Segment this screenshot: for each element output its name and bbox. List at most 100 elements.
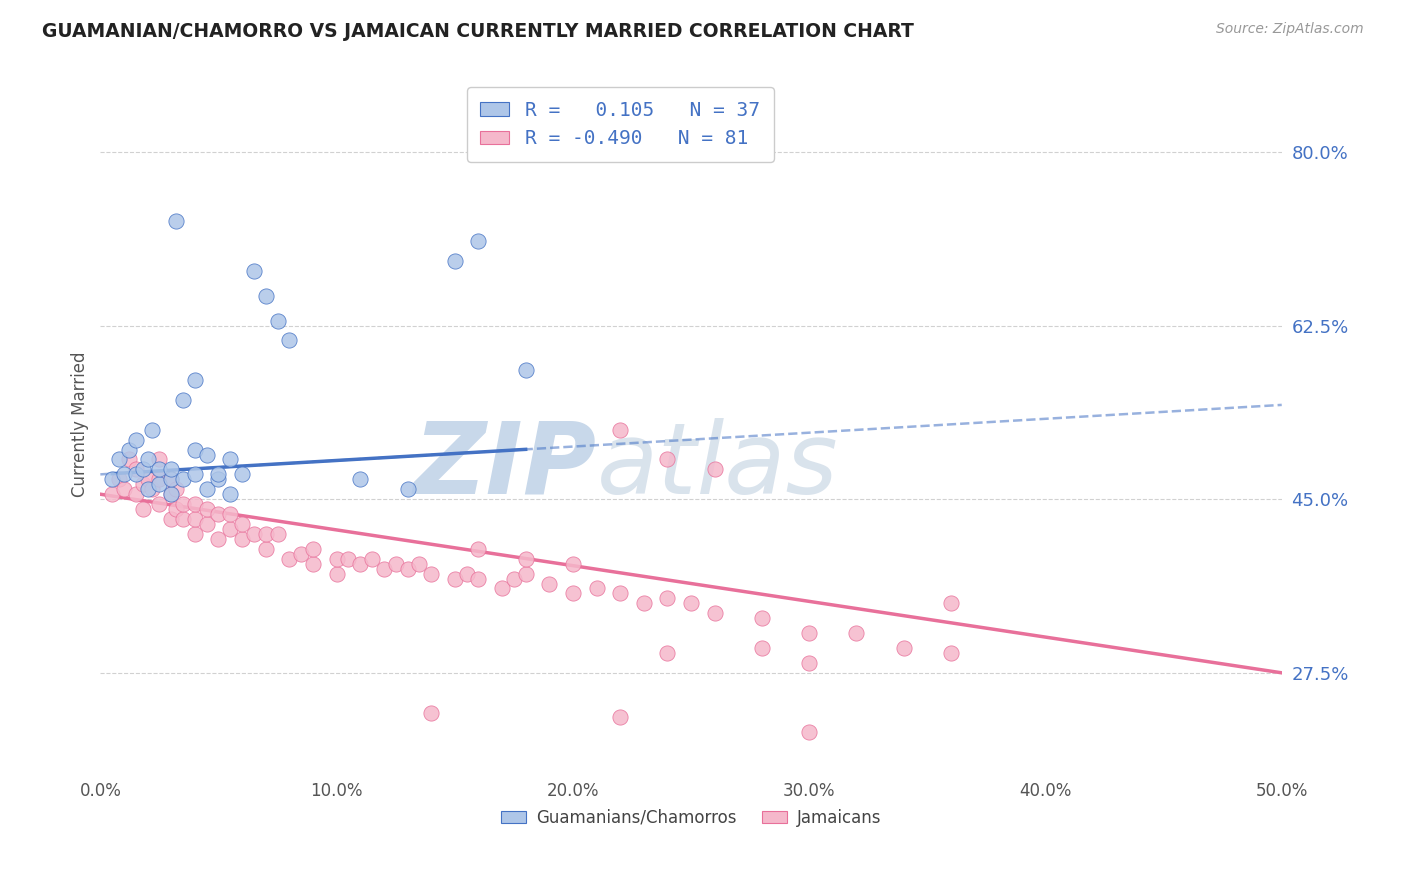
Point <box>148 452 170 467</box>
Point <box>207 532 229 546</box>
Point <box>254 527 277 541</box>
Point <box>443 254 465 268</box>
Point <box>184 467 207 482</box>
Point <box>136 472 159 486</box>
Point <box>384 557 406 571</box>
Point <box>633 596 655 610</box>
Point <box>148 472 170 486</box>
Point <box>467 572 489 586</box>
Point <box>349 472 371 486</box>
Point <box>172 512 194 526</box>
Point <box>420 566 443 581</box>
Point <box>148 462 170 476</box>
Point <box>184 497 207 511</box>
Point <box>443 572 465 586</box>
Point <box>148 497 170 511</box>
Point <box>141 423 163 437</box>
Point <box>207 472 229 486</box>
Point <box>101 487 124 501</box>
Point <box>609 423 631 437</box>
Point <box>160 472 183 486</box>
Point <box>160 512 183 526</box>
Point <box>408 557 430 571</box>
Point <box>243 527 266 541</box>
Point <box>108 472 131 486</box>
Point <box>160 487 183 501</box>
Point <box>101 472 124 486</box>
Point <box>231 516 253 531</box>
Point <box>266 313 288 327</box>
Point <box>515 566 537 581</box>
Point <box>456 566 478 581</box>
Point <box>231 532 253 546</box>
Point <box>160 487 183 501</box>
Point <box>515 551 537 566</box>
Point <box>396 482 419 496</box>
Point <box>703 607 725 621</box>
Point <box>939 646 962 660</box>
Point <box>657 646 679 660</box>
Point <box>325 551 347 566</box>
Point <box>337 551 360 566</box>
Point <box>502 572 524 586</box>
Point <box>195 448 218 462</box>
Point <box>136 452 159 467</box>
Point <box>184 527 207 541</box>
Point <box>108 452 131 467</box>
Point <box>184 512 207 526</box>
Point <box>125 467 148 482</box>
Point <box>118 442 141 457</box>
Point <box>132 462 155 476</box>
Point <box>561 557 583 571</box>
Point <box>195 482 218 496</box>
Y-axis label: Currently Married: Currently Married <box>72 352 89 498</box>
Point <box>751 640 773 655</box>
Text: atlas: atlas <box>596 418 838 515</box>
Text: Source: ZipAtlas.com: Source: ZipAtlas.com <box>1216 22 1364 37</box>
Point <box>799 626 821 640</box>
Point <box>278 334 301 348</box>
Point <box>679 596 702 610</box>
Point <box>141 482 163 496</box>
Point <box>657 452 679 467</box>
Text: GUAMANIAN/CHAMORRO VS JAMAICAN CURRENTLY MARRIED CORRELATION CHART: GUAMANIAN/CHAMORRO VS JAMAICAN CURRENTLY… <box>42 22 914 41</box>
Point <box>136 482 159 496</box>
Point <box>184 442 207 457</box>
Point <box>302 557 325 571</box>
Point <box>799 725 821 739</box>
Point <box>325 566 347 581</box>
Point <box>751 611 773 625</box>
Point <box>609 710 631 724</box>
Point <box>112 467 135 482</box>
Point <box>349 557 371 571</box>
Point <box>219 507 242 521</box>
Point <box>290 547 312 561</box>
Point <box>467 234 489 248</box>
Point <box>231 467 253 482</box>
Point <box>278 551 301 566</box>
Point <box>799 656 821 670</box>
Point <box>585 582 607 596</box>
Point <box>132 502 155 516</box>
Point <box>266 527 288 541</box>
Point <box>373 561 395 575</box>
Point <box>160 472 183 486</box>
Point <box>132 477 155 491</box>
Point <box>491 582 513 596</box>
Point <box>243 264 266 278</box>
Point <box>893 640 915 655</box>
Point <box>515 363 537 377</box>
Point <box>125 433 148 447</box>
Legend: Guamanians/Chamorros, Jamaicans: Guamanians/Chamorros, Jamaicans <box>495 802 887 833</box>
Point <box>148 477 170 491</box>
Point <box>118 452 141 467</box>
Point <box>254 289 277 303</box>
Point <box>207 507 229 521</box>
Point <box>219 522 242 536</box>
Point <box>561 586 583 600</box>
Point <box>125 487 148 501</box>
Point <box>165 482 187 496</box>
Point <box>160 462 183 476</box>
Point <box>538 576 561 591</box>
Text: ZIP: ZIP <box>413 418 596 515</box>
